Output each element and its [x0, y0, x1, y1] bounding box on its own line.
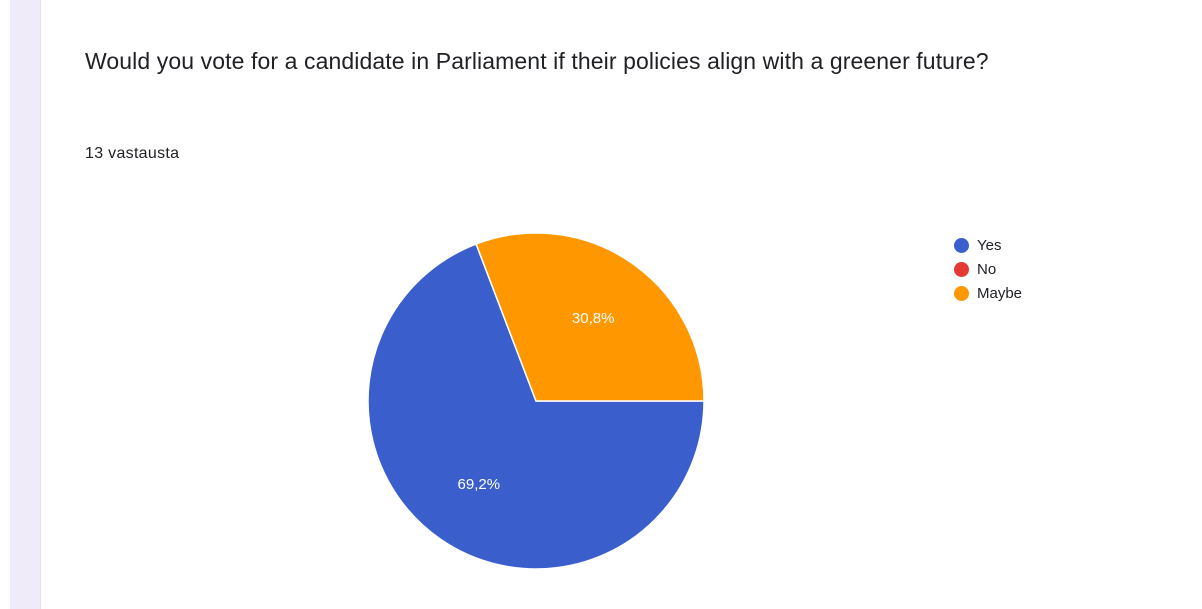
- form-side-accent: [10, 0, 41, 609]
- legend-label-no: No: [977, 260, 997, 278]
- pie-label-yes: 69,2%: [458, 476, 501, 493]
- legend-swatch-yes: [954, 237, 969, 253]
- legend-item-yes[interactable]: Yes: [954, 233, 1022, 257]
- pie-slice-yes[interactable]: [367, 243, 705, 570]
- pie-label-maybe: 30,8%: [572, 310, 615, 327]
- pie-slice-maybe[interactable]: [475, 232, 705, 402]
- pie-slice-labels: 69,2% 30,8%: [458, 310, 615, 493]
- pie-chart: 69,2% 30,8%: [367, 232, 705, 570]
- page-margin: [0, 0, 10, 609]
- legend-swatch-no: [954, 261, 969, 277]
- legend-swatch-maybe: [954, 285, 969, 301]
- legend-item-maybe[interactable]: Maybe: [954, 281, 1022, 305]
- legend-item-no[interactable]: No: [954, 257, 1022, 281]
- legend-label-yes: Yes: [977, 236, 1002, 254]
- legend-label-maybe: Maybe: [977, 284, 1023, 302]
- question-summary-card: Would you vote for a candidate in Parlia…: [41, 0, 1202, 609]
- question-title: Would you vote for a candidate in Parlia…: [85, 48, 989, 74]
- pie-slices: [367, 232, 705, 570]
- chart-legend: Yes No Maybe: [954, 233, 1022, 305]
- response-count: 13 vastausta: [85, 145, 180, 162]
